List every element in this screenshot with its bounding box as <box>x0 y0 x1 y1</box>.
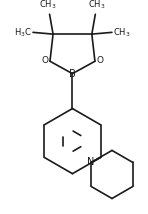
Text: O: O <box>42 56 49 65</box>
Text: B: B <box>69 69 76 79</box>
Text: CH$_3$: CH$_3$ <box>88 0 106 12</box>
Text: O: O <box>96 56 103 65</box>
Text: CH$_3$: CH$_3$ <box>39 0 57 12</box>
Text: N: N <box>87 157 95 167</box>
Text: H$_3$C: H$_3$C <box>14 26 32 39</box>
Text: CH$_3$: CH$_3$ <box>113 26 131 39</box>
